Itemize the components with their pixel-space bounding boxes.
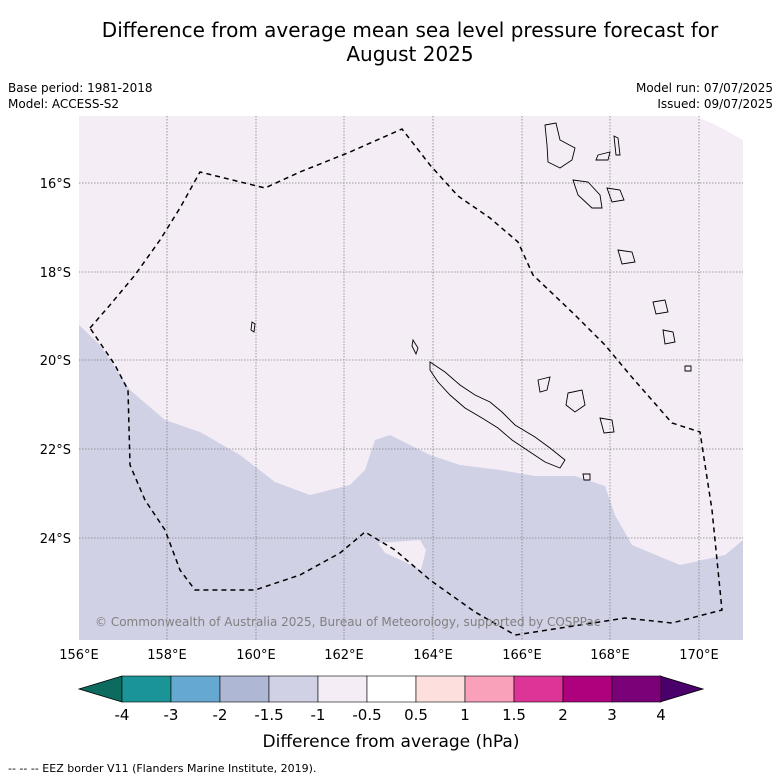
colorbar-bin-7	[464, 675, 515, 703]
colorbar-bin-1	[170, 675, 221, 703]
copyright-credit: © Commonwealth of Australia 2025, Bureau…	[95, 615, 600, 629]
colorbar-label-3: -1.5	[254, 706, 283, 724]
lon-label-158e: 158°E	[147, 648, 187, 663]
issued-date: Issued: 09/07/2025	[657, 97, 773, 111]
graticule	[79, 116, 743, 640]
chesterfield-island	[250, 321, 256, 333]
colorbar-bin-0	[121, 675, 172, 703]
colorbar-label-5: -0.5	[352, 706, 381, 724]
colorbar: -4 -3 -2 -1.5 -1 -0.5 0.5 1 1.5 2 3 4	[77, 675, 705, 724]
colorbar-bin-10	[611, 675, 662, 703]
lat-label-16s: 16°S	[40, 177, 71, 192]
pentecost-island	[613, 135, 621, 156]
title-line-1: Difference from average mean sea level p…	[101, 18, 719, 42]
colorbar-bin-6	[415, 675, 466, 703]
lon-label-156e: 156°E	[59, 648, 99, 663]
colorbar-label-7: 1	[460, 706, 470, 724]
new-caledonia-island	[429, 361, 566, 469]
belep-island	[411, 338, 419, 356]
model-run: Model run: 07/07/2025	[635, 81, 773, 95]
erromango-island	[652, 299, 669, 315]
lat-label-24s: 24°S	[40, 532, 71, 547]
meta-left: Base period: 1981-2018 Model: ACCESS-S2	[8, 80, 153, 112]
colorbar-label-8: 1.5	[502, 706, 526, 724]
mare-island	[599, 417, 615, 434]
colorbar-over-arrow	[659, 675, 705, 703]
lon-label-166e: 166°E	[502, 648, 542, 663]
title-line-2: August 2025	[346, 42, 474, 66]
colorbar-label-2: -2	[213, 706, 228, 724]
pressure-field-dark	[79, 325, 743, 640]
colorbar-label-11: 4	[656, 706, 666, 724]
lifou-island	[565, 389, 586, 413]
colorbar-label-6: 0.5	[404, 706, 428, 724]
base-period: Base period: 1981-2018	[8, 81, 153, 95]
tanna-island	[662, 329, 676, 345]
lon-label-170e: 170°E	[679, 648, 719, 663]
colorbar-bin-5	[366, 675, 417, 703]
maewo-island	[595, 151, 611, 161]
colorbar-bin-8	[513, 675, 564, 703]
lat-label-22s: 22°S	[40, 443, 71, 458]
colorbar-bin-3	[268, 675, 319, 703]
colorbar-label-10: 3	[607, 706, 617, 724]
pressure-field-pocket	[378, 540, 426, 570]
isle-of-pines	[582, 473, 591, 481]
lat-label-18s: 18°S	[40, 266, 71, 281]
lon-label-168e: 168°E	[590, 648, 630, 663]
meta-right: Model run: 07/07/2025 Issued: 09/07/2025	[636, 80, 773, 112]
epi-island	[606, 187, 625, 203]
map-title: Difference from average mean sea level p…	[40, 18, 780, 66]
lon-label-164e: 164°E	[413, 648, 453, 663]
lon-label-162e: 162°E	[324, 648, 364, 663]
colorbar-bin-9	[562, 675, 613, 703]
eez-legend-footer: -- -- -- EEZ border V11 (Flanders Marine…	[8, 762, 317, 775]
map-area	[79, 116, 743, 640]
colorbar-label-0: -4	[115, 706, 130, 724]
ouvea-island	[537, 376, 551, 393]
map-corner	[695, 116, 743, 140]
espiritu-santo-island	[544, 122, 576, 169]
colorbar-label-1: -3	[164, 706, 179, 724]
colorbar-bin-2	[219, 675, 270, 703]
colorbar-title: Difference from average (hPa)	[263, 732, 520, 752]
lon-label-160e: 160°E	[236, 648, 276, 663]
model-name: Model: ACCESS-S2	[8, 97, 120, 111]
colorbar-label-9: 2	[558, 706, 568, 724]
eez-border	[89, 128, 723, 636]
colorbar-under-arrow	[77, 675, 123, 703]
coastlines	[250, 122, 692, 481]
lat-label-20s: 20°S	[40, 354, 71, 369]
colorbar-bin-4	[317, 675, 368, 703]
malekula-island	[572, 179, 603, 209]
colorbar-label-4: -1	[311, 706, 326, 724]
aneityum-island	[684, 365, 692, 372]
efate-island	[617, 249, 636, 265]
